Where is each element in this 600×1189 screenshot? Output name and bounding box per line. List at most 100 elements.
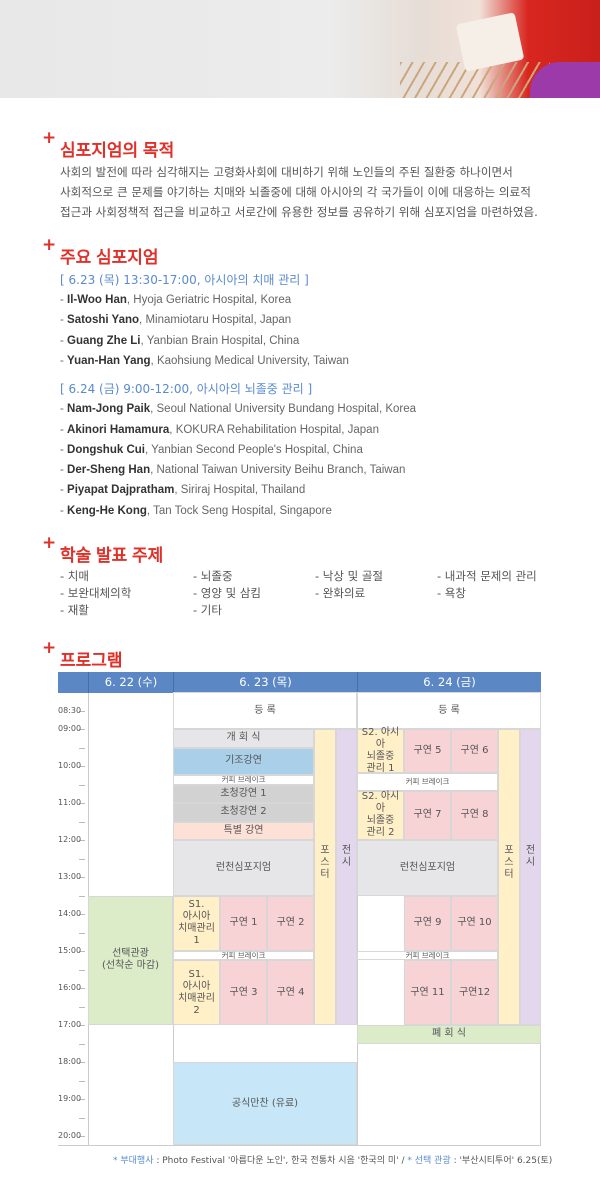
- speaker-affiliation: KOKURA Rehabilitation Hospital, Japan: [175, 423, 379, 436]
- speaker-item: - Akinori Hamamura, KOKURA Rehabilitatio…: [60, 423, 379, 436]
- hour-tick: [79, 969, 85, 971]
- schedule-block: 기조강연: [173, 747, 314, 776]
- schedule-block: 포 스 터: [314, 729, 336, 1025]
- speaker-name: Keng-He Kong: [67, 504, 147, 517]
- topic-item: - 낙상 및 골절: [315, 569, 384, 583]
- footnote-text: : Photo Festival '아름다운 노인', 한국 전통차 시음 '한…: [153, 1156, 408, 1166]
- speaker-name: Der-Sheng Han: [67, 464, 151, 477]
- speaker-item: - Yuan-Han Yang, Kaohsiung Medical Unive…: [60, 354, 349, 367]
- text-line: 사회적으로 큰 문제를 야기하는 치매와 뇌졸중에 대해 아시아의 각 국가들이…: [60, 185, 531, 199]
- hour-tick: [79, 1117, 85, 1119]
- topic-item: - 욕창: [437, 586, 466, 600]
- schedule-block: S1. 아시아 치매관리 2: [173, 960, 220, 1025]
- time-label: 20:00: [58, 1131, 82, 1140]
- time-tick: [79, 803, 85, 804]
- footnote: * 부대행사 : Photo Festival '아름다운 노인', 한국 전통…: [113, 1153, 552, 1166]
- schedule-block: 런천심포지엄: [357, 840, 498, 896]
- hour-tick: [79, 932, 85, 934]
- time-tick: [79, 1025, 85, 1026]
- speaker-affiliation: Kaohsiung Medical University, Taiwan: [156, 354, 349, 367]
- speaker-affiliation: Minamiotaru Hospital, Japan: [145, 314, 292, 327]
- text-line: 사회의 발전에 따라 심각해지는 고령화사회에 대비하기 위해 노인들의 주된 …: [60, 165, 513, 179]
- topic-item: - 완화의료: [315, 586, 366, 600]
- topic-item: - 재활: [60, 603, 89, 617]
- speaker-item: - Der-Sheng Han, National Taiwan Univers…: [60, 464, 406, 477]
- time-tick: [79, 1099, 85, 1100]
- speaker-affiliation: Siriraj Hospital, Thailand: [180, 484, 306, 497]
- time-label: 12:00: [58, 835, 82, 844]
- speaker-item: - Nam-Jong Paik, Seoul National Universi…: [60, 403, 417, 416]
- time-tick: [79, 710, 85, 712]
- schedule-block: 구연 6: [451, 729, 498, 774]
- schedule-block: 전 시: [336, 729, 357, 1025]
- speaker-affiliation: Tan Tock Seng Hospital, Singapore: [153, 504, 332, 517]
- schedule-block: 구연 7: [404, 790, 451, 840]
- topic-item: - 내과적 문제의 관리: [437, 569, 537, 583]
- plus-icon: +: [42, 638, 57, 658]
- speaker-affiliation: National Taiwan University Beihu Branch,…: [156, 464, 406, 477]
- topic-item: - 영양 및 삼킴: [193, 586, 262, 600]
- time-tick: [79, 840, 85, 841]
- hour-tick: [79, 784, 85, 786]
- schedule-block: 특별 강연: [173, 821, 314, 840]
- day-header: 6. 24 (금): [357, 672, 541, 693]
- time-tick: [79, 914, 85, 915]
- schedule-block: S1. 아시아 치매관리 1: [173, 895, 220, 951]
- time-label: 17:00: [58, 1020, 82, 1029]
- schedule-block: 공식만찬 (유료): [173, 1062, 357, 1146]
- speaker-item: - Piyapat Dajpratham, Siriraj Hospital, …: [60, 484, 306, 497]
- topic-item: - 뇌졸중: [193, 569, 233, 583]
- section-title: 심포지엄의 목적: [60, 141, 175, 160]
- schedule-block: 커피 브레이크: [357, 951, 498, 961]
- session-heading: [ 6.24 (금) 9:00-12:00, 아시아의 뇌졸중 관리 ]: [60, 382, 313, 397]
- section-title: 학술 발표 주제: [60, 546, 164, 565]
- hanbok-skirt-decor: [530, 62, 600, 98]
- speaker-name: Nam-Jong Paik: [67, 403, 151, 416]
- time-label: 18:00: [58, 1057, 82, 1066]
- time-tick: [79, 951, 85, 952]
- speaker-name: Il-Woo Han: [67, 294, 127, 306]
- speaker-name: Guang Zhe Li: [67, 334, 141, 347]
- purpose-text: 사회의 발전에 따라 심각해지는 고령화사회에 대비하기 위해 노인들의 주된 …: [60, 162, 560, 222]
- schedule-block: 커피 브레이크: [357, 773, 498, 791]
- speaker-affiliation: Seoul National University Bundang Hospit…: [156, 403, 417, 416]
- speaker-name: Satoshi Yano: [67, 314, 140, 327]
- footnote-text: : '부산시티투어' 6.25(토): [450, 1156, 553, 1166]
- schedule-block: 구연 2: [267, 895, 314, 951]
- time-tick: [79, 1062, 85, 1063]
- schedule-block: 구연 8: [451, 790, 498, 840]
- time-tick: [79, 988, 85, 989]
- schedule-block: 런천심포지엄: [173, 840, 314, 896]
- speaker-item: - Dongshuk Cui, Yanbian Second People's …: [60, 443, 363, 456]
- time-label: 19:00: [58, 1094, 82, 1103]
- footnote-label: * 선택 관광: [407, 1156, 451, 1166]
- schedule-block: 초청강연 1: [173, 784, 314, 803]
- day-header: 6. 22 (수): [88, 672, 173, 693]
- hour-tick: [79, 1080, 85, 1082]
- time-label: 09:00: [58, 724, 82, 733]
- schedule-block: 전 시: [520, 729, 541, 1025]
- time-tick: [79, 1136, 85, 1137]
- schedule-block: 구연 1: [220, 895, 267, 951]
- footnote-label: * 부대행사: [113, 1156, 154, 1166]
- time-label: 16:00: [58, 983, 82, 992]
- topic-item: - 치매: [60, 569, 89, 583]
- speaker-name: Piyapat Dajpratham: [67, 484, 175, 497]
- schedule-block: 구연12: [451, 960, 498, 1025]
- schedule-block: 개 회 식: [173, 729, 314, 748]
- table-border: [357, 693, 358, 1146]
- schedule-block: 커피 브레이크: [173, 775, 314, 785]
- speaker-item: - Il-Woo Han, Hyoja Geriatric Hospital, …: [60, 294, 292, 306]
- topic-list: - 치매 - 뇌졸중 - 낙상 및 골절 - 내과적 문제의 관리 - 보완대체의학 - …: [60, 568, 550, 619]
- schedule-block: 커피 브레이크: [173, 951, 314, 961]
- speaker-name: Yuan-Han Yang: [67, 354, 151, 367]
- speaker-affiliation: Yanbian Second People's Hospital, China: [151, 443, 363, 456]
- session-heading: [ 6.23 (목) 13:30-17:00, 아시아의 치매 관리 ]: [60, 273, 309, 287]
- table-border: [58, 1145, 541, 1146]
- speaker-item: - Satoshi Yano, Minamiotaru Hospital, Ja…: [60, 314, 292, 327]
- schedule-block: S2. 아시아 뇌졸중 관리 2: [357, 790, 404, 840]
- hour-tick: [79, 895, 85, 897]
- time-label: 11:00: [58, 798, 82, 807]
- time-label: 08:30: [58, 705, 82, 715]
- time-label: 10:00: [58, 761, 82, 770]
